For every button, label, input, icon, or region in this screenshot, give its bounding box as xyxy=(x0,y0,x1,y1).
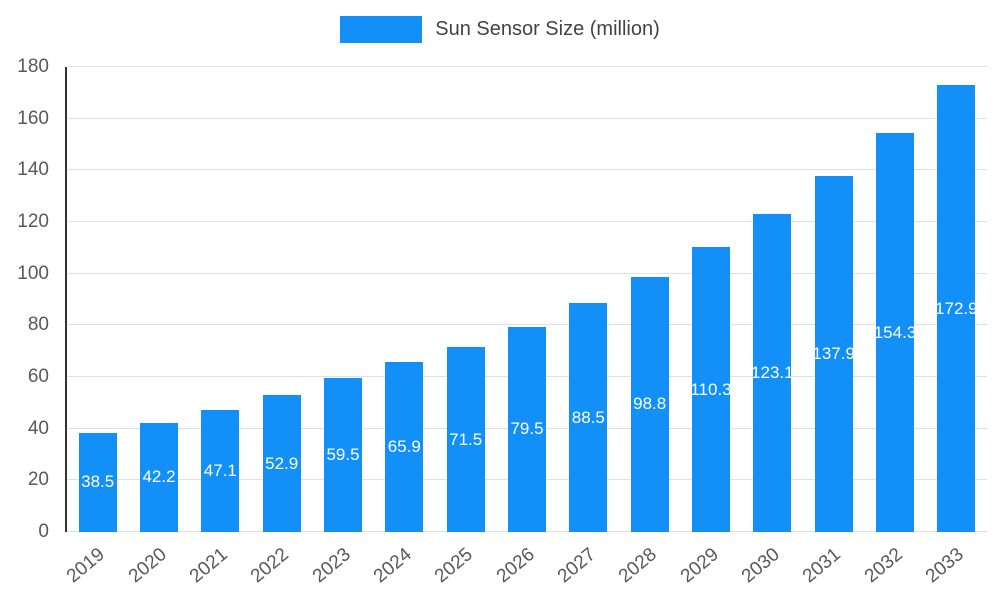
gridline xyxy=(67,272,987,274)
x-tick-label: 2025 xyxy=(431,544,478,588)
bar-value-label: 65.9 xyxy=(387,436,421,456)
bar-2023: 59.5 xyxy=(324,378,362,532)
gridline xyxy=(67,169,987,171)
bar-2028: 98.8 xyxy=(630,276,669,532)
y-tick-label: 60 xyxy=(27,366,49,387)
bar-value-label: 98.8 xyxy=(633,394,667,414)
bar-value-label: 172.9 xyxy=(935,298,978,318)
y-axis: 0 20 40 60 80 100 120 140 160 180 xyxy=(0,56,57,542)
y-tick-label: 160 xyxy=(17,107,49,129)
bar-2031: 137.9 xyxy=(812,175,855,532)
bar-value-label: 110.3 xyxy=(690,379,732,399)
bar-value-label: 154.3 xyxy=(873,322,917,342)
bar-value-label: 38.5 xyxy=(81,472,115,492)
gridline xyxy=(67,66,987,67)
bar-value-label: 47.1 xyxy=(203,461,237,481)
x-tick-label: 2030 xyxy=(737,544,784,588)
x-tick-label: 2029 xyxy=(676,544,723,588)
x-tick-label: 2024 xyxy=(369,544,416,588)
bar-value-label: 88.5 xyxy=(571,407,605,427)
y-tick-label: 100 xyxy=(17,262,49,284)
x-tick-label: 2028 xyxy=(615,544,662,588)
bar-2025: 71.5 xyxy=(446,347,485,532)
bar-2019: 38.5 xyxy=(78,432,117,532)
x-tick-label: 2021 xyxy=(185,544,232,588)
x-tick-label: 2031 xyxy=(799,544,846,588)
bar-2020: 42.2 xyxy=(140,422,178,532)
legend-swatch xyxy=(340,16,423,43)
bar-2021: 47.1 xyxy=(201,410,240,532)
bar-value-label: 123.1 xyxy=(751,363,794,382)
y-tick-label: 80 xyxy=(27,314,49,336)
legend-title: Sun Sensor Size (million) xyxy=(435,18,660,40)
bar-2024: 65.9 xyxy=(385,361,424,532)
plot-area: 38.5 42.2 47.1 52.9 59.5 65.9 71.5 79.5 88.5 98.8… xyxy=(65,66,987,532)
x-tick-label: 2023 xyxy=(308,544,355,588)
chart-legend: Sun Sensor Size (million) xyxy=(0,16,1000,43)
bar-value-label: 79.5 xyxy=(510,419,544,439)
y-tick-label: 20 xyxy=(27,469,49,491)
x-axis: 2019 2020 2021 2022 2023 2024 2025 2026 2027 2028… xyxy=(63,538,985,600)
bar-value-label: 59.5 xyxy=(326,445,360,465)
y-tick-label: 120 xyxy=(17,211,49,232)
x-tick-label: 2027 xyxy=(553,544,600,588)
gridline xyxy=(67,324,987,326)
x-tick-label: 2033 xyxy=(921,544,968,588)
y-tick-label: 140 xyxy=(17,159,49,181)
bar-2027: 88.5 xyxy=(569,303,608,532)
gridline xyxy=(67,221,987,222)
bar-value-label: 52.9 xyxy=(265,453,299,473)
bar-value-label: 137.9 xyxy=(812,343,855,363)
bar-2030: 123.1 xyxy=(751,214,794,532)
x-tick-label: 2022 xyxy=(247,544,294,588)
bar-2022: 52.9 xyxy=(262,395,301,532)
bar-value-label: 42.2 xyxy=(142,467,176,487)
bar-2026: 79.5 xyxy=(508,326,546,532)
y-tick-label: 40 xyxy=(27,417,49,439)
bar-value-label: 71.5 xyxy=(449,429,483,449)
x-tick-label: 2032 xyxy=(860,544,907,588)
bar-2032: 154.3 xyxy=(873,133,917,532)
y-tick-label: 180 xyxy=(17,56,49,77)
x-tick-label: 2020 xyxy=(124,544,171,588)
bar-2029: 110.3 xyxy=(690,247,732,532)
gridline xyxy=(67,117,987,119)
bar-2033: 172.9 xyxy=(935,85,978,532)
x-tick-label: 2026 xyxy=(492,544,539,588)
x-tick-label: 2019 xyxy=(63,544,110,588)
y-tick-label: 0 xyxy=(38,521,49,542)
